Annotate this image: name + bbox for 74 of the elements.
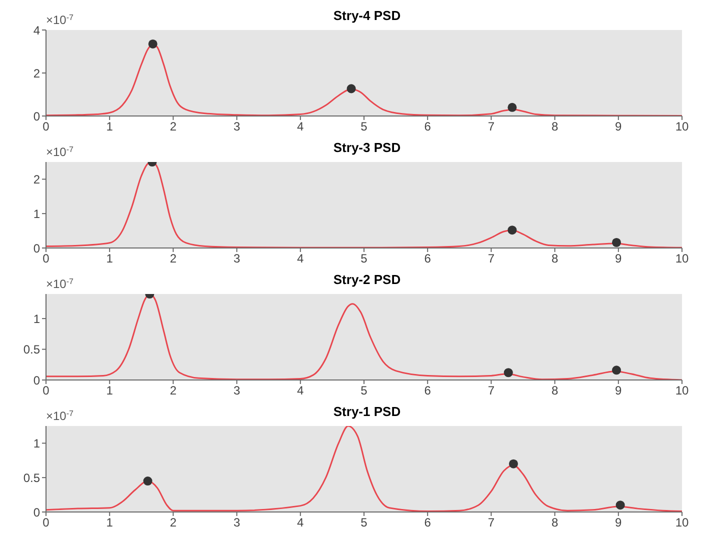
x-tick-label: 2 xyxy=(170,516,177,530)
x-tick-label: 3 xyxy=(233,120,240,134)
chart-title: Stry-2 PSD xyxy=(333,272,401,287)
y-tick-label: 2 xyxy=(33,66,40,80)
y-tick-label: 1 xyxy=(33,436,40,450)
point xyxy=(508,459,518,468)
x-tick-label: 1 xyxy=(106,516,114,530)
y-axis-title: ×10$^{-7}$ xyxy=(46,144,74,159)
x-tick-label: 5 xyxy=(360,252,368,266)
x-tick-label: 7 xyxy=(488,252,495,266)
point xyxy=(508,102,517,112)
y-axis-title: ×10$^{-7}$ xyxy=(46,12,74,27)
x-tick-label: 5 xyxy=(360,120,368,134)
x-tick-label: 7 xyxy=(488,384,495,398)
x-tick-label: 4 xyxy=(297,120,304,134)
y-tick-label: 0.5 xyxy=(23,470,40,485)
x-tick-label: 4 xyxy=(297,252,304,266)
x-tick-label: 8 xyxy=(551,384,558,398)
x-tick-label: 2 xyxy=(170,252,177,266)
x-tick-label: 6 xyxy=(424,516,432,530)
x-tick-label: 5 xyxy=(360,384,368,398)
point xyxy=(143,476,152,486)
point xyxy=(612,366,622,375)
x-tick-label: 9 xyxy=(615,384,622,398)
y-tick-label: 1 xyxy=(33,206,40,221)
y-tick-label: 2 xyxy=(33,172,40,186)
x-tick-label: 8 xyxy=(551,252,558,266)
x-tick-label: 8 xyxy=(551,516,558,530)
y-tick-label: 4 xyxy=(33,23,40,38)
chart-title: Stry-3 PSD xyxy=(333,140,401,155)
x-tick-label: 1 xyxy=(106,252,114,266)
point xyxy=(616,500,625,510)
x-tick-label: 4 xyxy=(297,384,304,398)
x-tick-label: 9 xyxy=(615,516,622,530)
x-tick-label: 3 xyxy=(233,252,240,266)
point xyxy=(346,84,356,94)
chart-title: Stry-4 PSD xyxy=(333,8,401,23)
point xyxy=(508,226,517,235)
point xyxy=(148,39,158,48)
point xyxy=(504,368,513,378)
y-axis-title: ×10$^{-7}$ xyxy=(46,408,74,423)
x-tick-label: 9 xyxy=(615,120,622,134)
x-tick-label: 6 xyxy=(424,120,432,134)
x-tick-label: 7 xyxy=(488,516,495,530)
x-tick-label: 0 xyxy=(42,252,50,266)
y-tick-label: 0 xyxy=(33,505,40,520)
y-tick-label: 0.5 xyxy=(23,342,40,357)
x-tick-label: 10 xyxy=(675,384,689,398)
x-tick-label: 0 xyxy=(42,384,50,398)
x-tick-label: 0 xyxy=(42,120,50,134)
x-tick-label: 0 xyxy=(42,516,50,530)
y-tick-label: 0 xyxy=(33,373,40,388)
x-tick-label: 10 xyxy=(675,516,689,530)
x-tick-label: 2 xyxy=(170,384,177,398)
x-tick-label: 2 xyxy=(170,120,177,134)
x-tick-label: 10 xyxy=(675,252,689,266)
x-tick-label: 7 xyxy=(488,120,495,134)
x-tick-label: 4 xyxy=(297,516,304,530)
chart-title: Stry-1 PSD xyxy=(333,404,401,419)
x-tick-label: 6 xyxy=(424,384,432,398)
x-tick-label: 8 xyxy=(551,120,558,134)
x-tick-label: 10 xyxy=(675,120,689,134)
x-tick-label: 1 xyxy=(106,384,114,398)
point xyxy=(612,238,622,247)
x-tick-label: 1 xyxy=(106,120,114,134)
y-tick-label: 1 xyxy=(33,312,40,326)
x-tick-label: 9 xyxy=(615,252,622,266)
x-tick-label: 3 xyxy=(233,384,240,398)
y-axis-title: ×10$^{-7}$ xyxy=(46,276,74,291)
y-tick-label: 0 xyxy=(33,241,40,256)
x-tick-label: 6 xyxy=(424,252,432,266)
x-tick-label: 3 xyxy=(233,516,240,530)
y-tick-label: 0 xyxy=(33,109,40,124)
x-tick-label: 5 xyxy=(360,516,368,530)
